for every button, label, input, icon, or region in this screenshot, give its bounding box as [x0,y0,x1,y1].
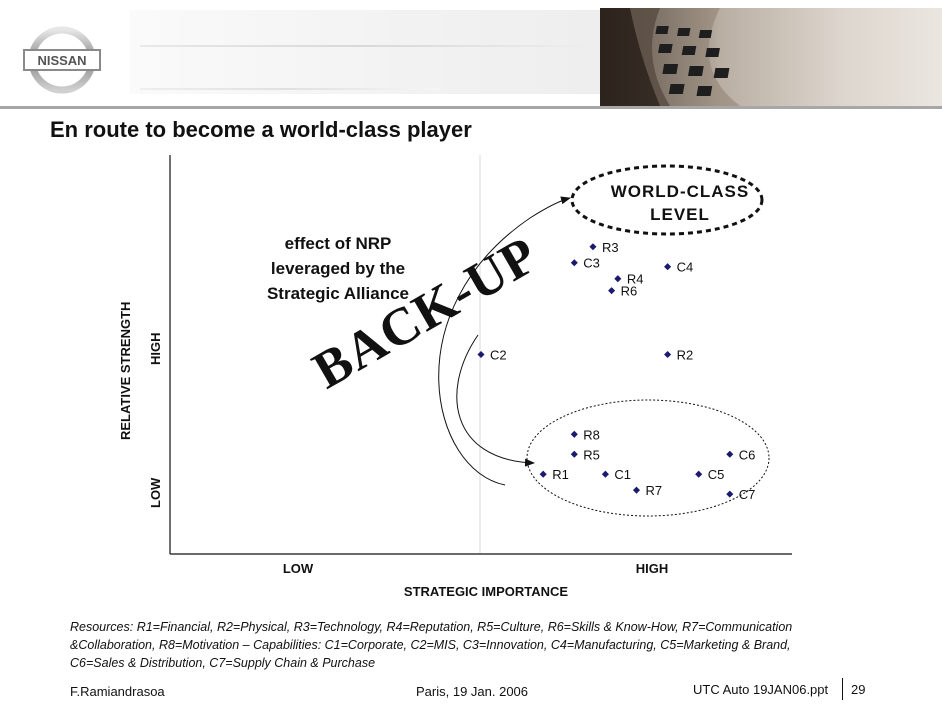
point-marker-c2 [477,350,485,359]
point-marker-r7 [632,486,641,494]
x-tick-low: LOW [283,561,314,576]
legend-line: Resources: R1=Financial, R2=Physical, R3… [70,620,793,634]
point-marker-r5 [570,450,578,458]
point-marker-c3 [570,259,578,267]
slide-title: En route to become a world-class player [50,117,472,142]
backup-arrow-up [438,196,571,486]
point-marker-c6 [726,450,734,458]
nrp-line: leveraged by the [270,259,406,278]
y-tick-high: HIGH [148,333,163,366]
nrp-line: Strategic Alliance [266,284,410,303]
point-marker-r3 [589,243,597,251]
point-marker-r2 [664,350,672,359]
world-class-label: WORLD-CLASS LEVEL [580,180,780,226]
point-label-c1: C1 [614,467,631,482]
point-marker-r4 [614,275,622,283]
backup-arrow-down [456,334,535,467]
point-marker-r8 [570,430,578,438]
nrp-annotation: effect of NRP leveraged by the Strategic… [238,231,438,306]
point-label-c4: C4 [677,260,694,275]
y-tick-low: LOW [148,477,163,508]
footer-separator [842,678,843,700]
header-banner [130,10,600,94]
point-label-c3: C3 [583,256,600,271]
point-label-r4: R4 [627,272,644,287]
footer-date: Paris, 19 Jan. 2006 [416,684,529,699]
point-marker-c4 [664,263,672,271]
scatter-chart: HIGH LOW RELATIVE STRENGTH LOW HIGH STRA… [118,155,792,599]
point-label-r5: R5 [583,447,600,462]
legend-line: &Collaboration, R8=Motivation – Capabili… [70,638,791,652]
page-number: 29 [851,682,866,697]
point-label-c2: C2 [490,348,507,363]
header-banner-line [140,45,590,47]
header-divider [0,106,942,109]
point-marker-r6 [608,287,616,295]
point-label-r7: R7 [646,483,663,498]
point-label-r3: R3 [602,240,619,255]
point-label-r2: R2 [677,348,694,363]
point-label-c6: C6 [739,447,756,462]
y-axis-title: RELATIVE STRENGTH [118,302,133,440]
point-marker-c7 [726,490,734,498]
point-marker-c1 [601,470,609,478]
nrp-line: effect of NRP [284,234,392,253]
world-class-line: WORLD-CLASS [610,182,750,201]
point-marker-r1 [539,470,547,478]
x-tick-high: HIGH [636,561,669,576]
lower-cluster-ellipse [526,399,770,517]
svg-text:NISSAN: NISSAN [37,53,86,68]
legend-text: Resources: R1=Financial, R2=Physical, R3… [70,618,860,672]
world-class-ellipse [570,164,764,236]
car-interior-image [600,8,942,106]
point-marker-c5 [695,470,703,478]
x-axis-title: STRATEGIC IMPORTANCE [404,584,569,599]
footer-author: F.Ramiandrasoa [70,684,165,699]
legend-line: C6=Sales & Distribution, C7=Supply Chain… [70,656,376,670]
header-banner-line [140,88,440,90]
point-label-c7: C7 [739,487,756,502]
point-label-c5: C5 [708,467,725,482]
footer-filename: UTC Auto 19JAN06.ppt [693,682,829,697]
point-label-r6: R6 [621,284,638,299]
world-class-line: LEVEL [650,205,710,224]
point-label-r8: R8 [583,427,600,442]
point-label-r1: R1 [552,467,569,482]
nissan-logo: NISSAN [23,26,101,94]
